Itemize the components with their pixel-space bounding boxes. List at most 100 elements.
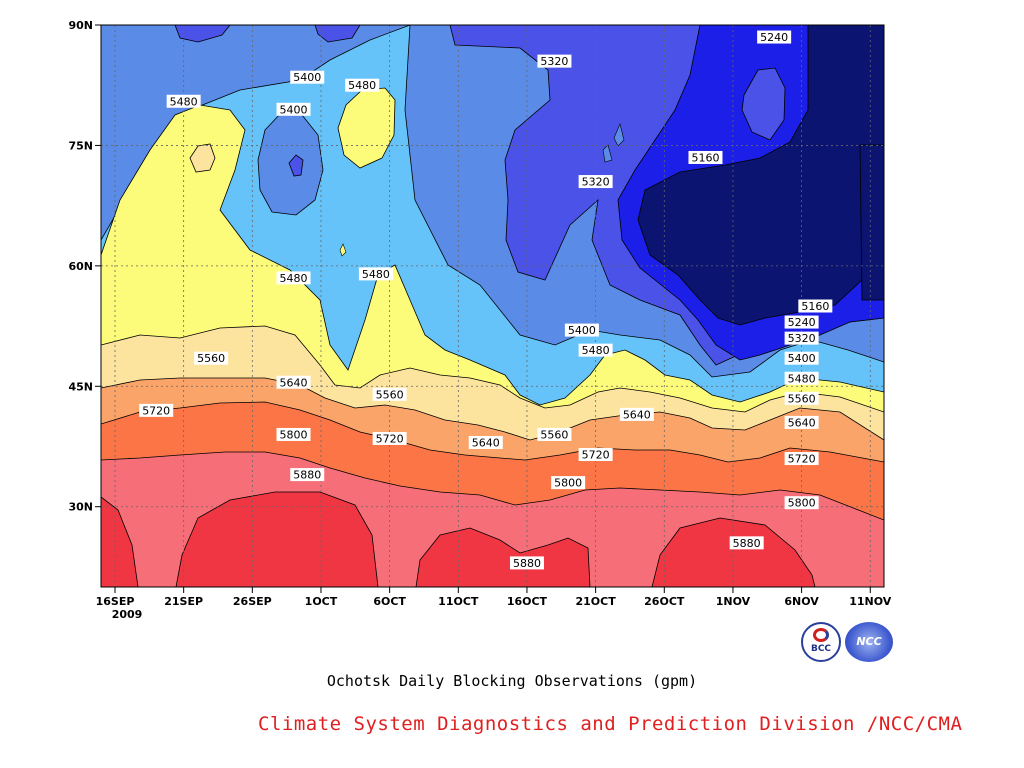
- svg-text:5240: 5240: [760, 31, 788, 44]
- svg-text:5640: 5640: [788, 416, 816, 429]
- svg-text:5320: 5320: [540, 55, 568, 68]
- axis-ticks: 16SEP 21SEP 26SEP 1OCT 6OCT 11OCT 16OCT 21OCT 26…: [68, 19, 891, 621]
- contour-label: 5400: [784, 351, 819, 365]
- svg-text:5720: 5720: [376, 432, 404, 445]
- svg-text:5560: 5560: [376, 388, 404, 401]
- y-tick-label: 30N: [68, 501, 93, 514]
- contour-label: 5800: [551, 476, 586, 490]
- contour-label: 5560: [784, 391, 819, 405]
- y-tick-label: 75N: [68, 139, 93, 152]
- contour-label: 5560: [372, 387, 407, 401]
- ncc-logo-text: NCC: [856, 635, 882, 648]
- svg-text:5560: 5560: [197, 352, 225, 365]
- svg-text:5240: 5240: [788, 316, 816, 329]
- contour-label: 5480: [578, 343, 613, 357]
- contour-label: 5480: [784, 371, 819, 385]
- y-tick-label: 90N: [68, 19, 93, 32]
- svg-text:5800: 5800: [280, 428, 308, 441]
- x-tick-label: 26OCT: [644, 595, 685, 608]
- contour-label: 5720: [578, 448, 613, 462]
- x-tick-label: 21OCT: [576, 595, 617, 608]
- contour-label: 5640: [468, 435, 503, 449]
- svg-text:5480: 5480: [348, 79, 376, 92]
- svg-text:5320: 5320: [582, 176, 610, 189]
- contour-label: 5720: [372, 431, 407, 445]
- x-year-label: 2009: [112, 608, 143, 621]
- x-tick-label: 21SEP: [164, 595, 203, 608]
- contour-label: 5400: [564, 323, 599, 337]
- x-tick-label: 1NOV: [716, 595, 751, 608]
- contour-label: 5480: [345, 78, 380, 92]
- bcc-logo: BCC: [801, 622, 841, 662]
- contour-label: 5720: [139, 403, 174, 417]
- contour-label: 5400: [276, 102, 311, 116]
- plot-frame: [100, 24, 885, 588]
- svg-text:5480: 5480: [582, 344, 610, 357]
- contour-label: 5560: [194, 351, 229, 365]
- contour-label: 5560: [537, 427, 572, 441]
- svg-text:5560: 5560: [540, 428, 568, 441]
- svg-text:5800: 5800: [788, 497, 816, 510]
- svg-text:5480: 5480: [280, 272, 308, 285]
- contour-label: 5880: [729, 536, 764, 550]
- svg-text:5640: 5640: [623, 408, 651, 421]
- x-tick-label: 11NOV: [849, 595, 892, 608]
- contour-label: 5480: [166, 94, 201, 108]
- svg-text:5320: 5320: [788, 332, 816, 345]
- svg-text:5480: 5480: [362, 268, 390, 281]
- svg-text:5880: 5880: [513, 557, 541, 570]
- svg-text:5720: 5720: [582, 449, 610, 462]
- x-tick-label: 16OCT: [507, 595, 548, 608]
- contour-label: 5320: [537, 54, 572, 68]
- svg-text:5880: 5880: [733, 537, 761, 550]
- y-tick-label: 60N: [68, 260, 93, 273]
- contour-label: 5640: [619, 407, 654, 421]
- contour-label: 5240: [784, 315, 819, 329]
- svg-text:5560: 5560: [788, 392, 816, 405]
- svg-text:5800: 5800: [554, 477, 582, 490]
- x-tick-label: 11OCT: [438, 595, 479, 608]
- chart-caption: Ochotsk Daily Blocking Observations (gpm…: [326, 672, 698, 690]
- svg-text:5480: 5480: [788, 372, 816, 385]
- contour-label: 5480: [276, 271, 311, 285]
- credit-line: Climate System Diagnostics and Predictio…: [258, 713, 963, 735]
- x-tick-label: 6NOV: [784, 595, 819, 608]
- contour-label: 5480: [358, 267, 393, 281]
- contour-label: 5640: [276, 375, 311, 389]
- bcc-swirl-icon: [813, 628, 829, 642]
- contour-fills: [101, 25, 884, 587]
- svg-text:5480: 5480: [170, 95, 198, 108]
- svg-text:5640: 5640: [280, 376, 308, 389]
- svg-text:5160: 5160: [801, 300, 829, 313]
- bcc-logo-text: BCC: [810, 644, 832, 654]
- contour-label: 5240: [757, 30, 792, 44]
- contour-label: 5720: [784, 452, 819, 466]
- contour-label: 5880: [509, 556, 544, 570]
- contour-labels: 5480 5400 5400 5480 5320 5240 5320 5160 5480 5480…: [139, 30, 833, 570]
- svg-text:5400: 5400: [293, 71, 321, 84]
- contour-label: 5160: [798, 299, 833, 313]
- svg-text:5400: 5400: [788, 352, 816, 365]
- x-tick-label: 6OCT: [373, 595, 406, 608]
- contour-label: 5160: [688, 150, 723, 164]
- contour-label: 5640: [784, 415, 819, 429]
- svg-text:5640: 5640: [472, 436, 500, 449]
- x-tick-label: 26SEP: [233, 595, 272, 608]
- contour-label: 5800: [784, 496, 819, 510]
- svg-text:5720: 5720: [788, 453, 816, 466]
- contour-label: 5800: [276, 427, 311, 441]
- contour-label: 5400: [290, 70, 325, 84]
- svg-text:5720: 5720: [142, 404, 170, 417]
- svg-text:5880: 5880: [293, 469, 321, 482]
- y-tick-label: 45N: [68, 380, 93, 393]
- svg-text:5400: 5400: [280, 103, 308, 116]
- contour-label: 5320: [578, 175, 613, 189]
- x-tick-label: 16SEP: [96, 595, 135, 608]
- svg-text:5160: 5160: [691, 151, 719, 164]
- x-tick-label: 1OCT: [305, 595, 338, 608]
- contour-label: 5880: [290, 468, 325, 482]
- contour-label: 5320: [784, 331, 819, 345]
- ncc-logo: NCC: [845, 622, 893, 662]
- svg-text:5400: 5400: [568, 324, 596, 337]
